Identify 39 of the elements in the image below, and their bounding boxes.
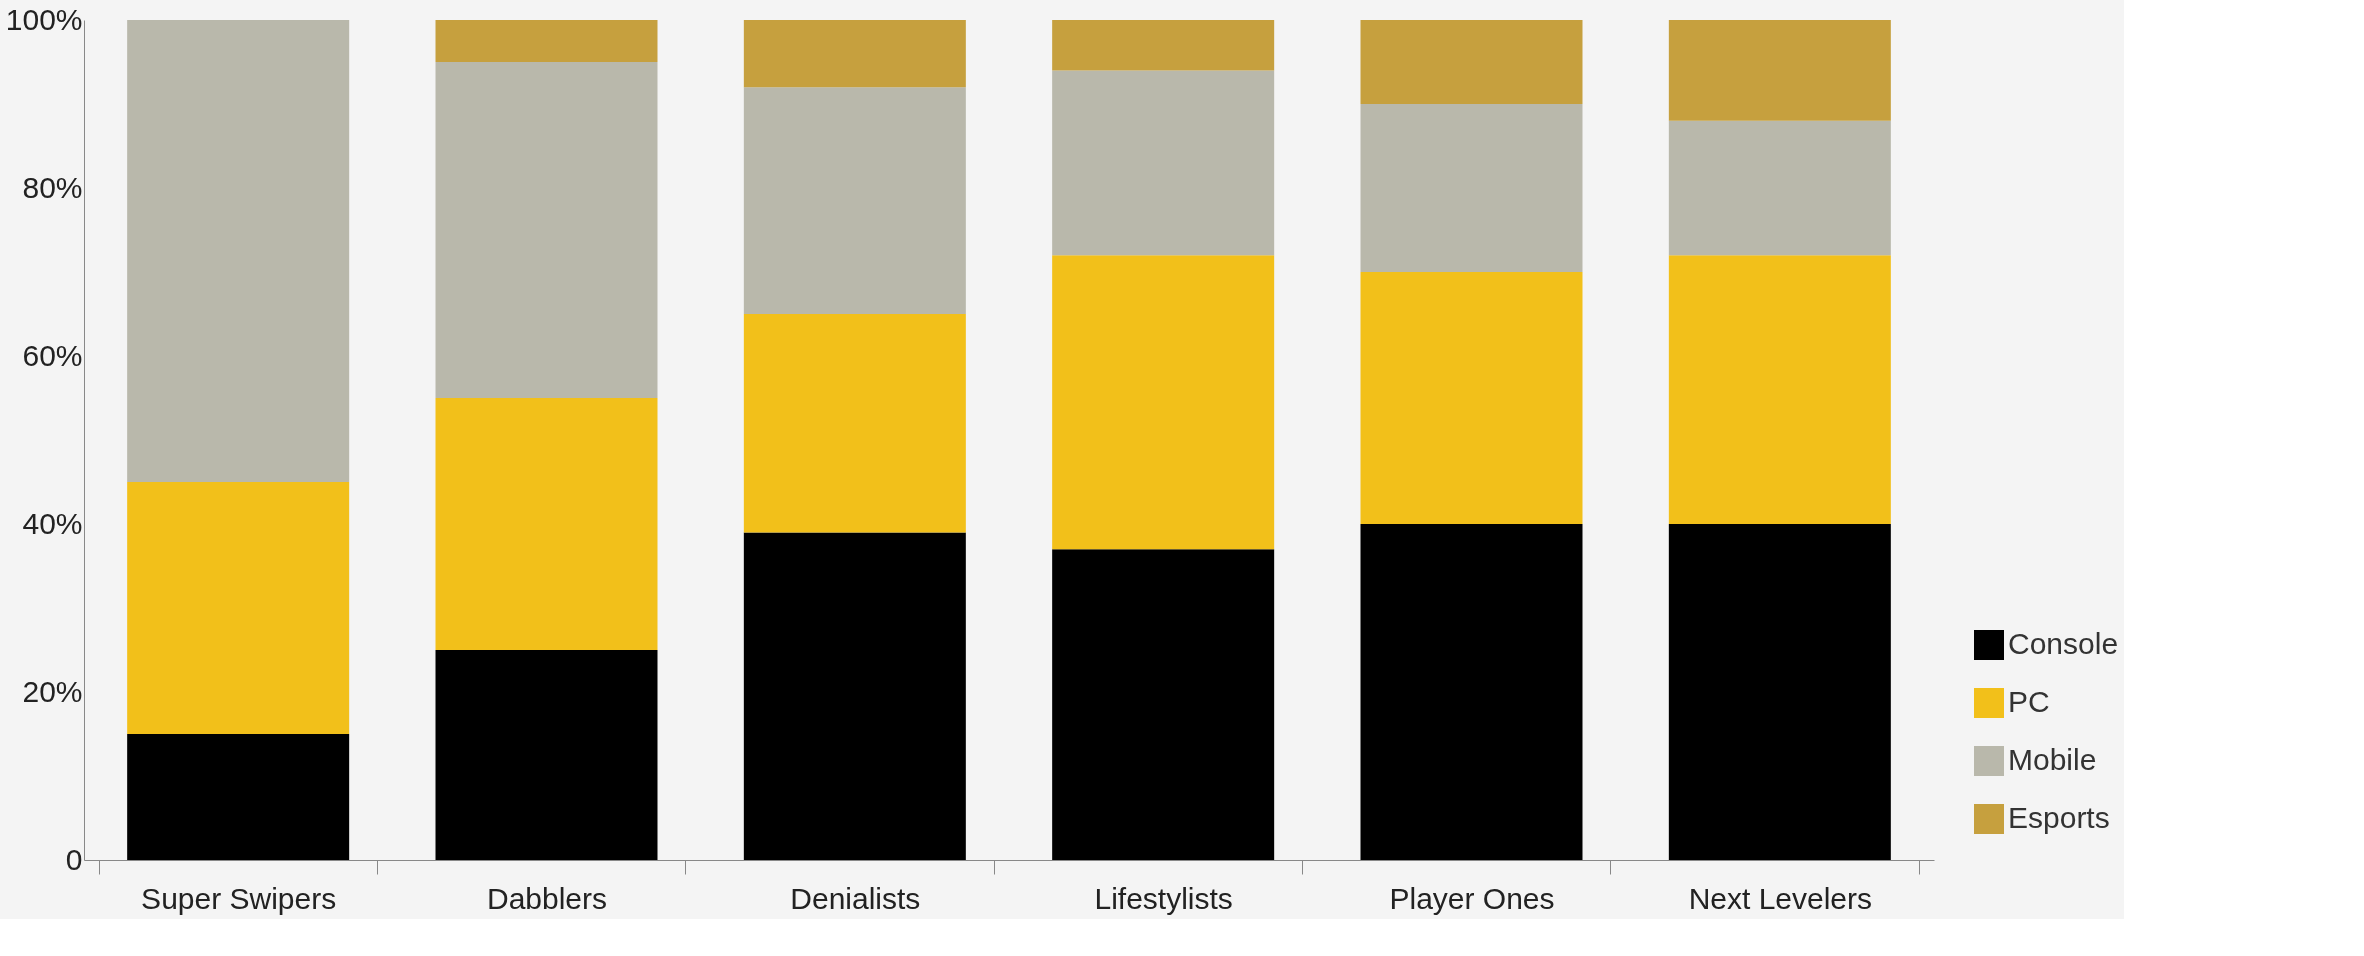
x-tick-label: Next Levelers bbox=[1688, 881, 1873, 915]
bar bbox=[1668, 20, 1891, 121]
bar bbox=[743, 87, 966, 314]
x-tick-label: Lifestylists bbox=[1094, 881, 1233, 915]
bar bbox=[1668, 255, 1891, 524]
bar bbox=[1360, 272, 1583, 524]
bar bbox=[1668, 120, 1891, 256]
legend-label: PC bbox=[2008, 685, 2050, 718]
bar bbox=[435, 62, 658, 398]
bar bbox=[1360, 104, 1583, 272]
legend-label: Console bbox=[2008, 627, 2119, 660]
y-tick-label: 40% bbox=[22, 506, 83, 540]
x-tick-label: Denialists bbox=[790, 881, 921, 915]
bar bbox=[1360, 20, 1583, 104]
x-tick-label: Player Ones bbox=[1389, 881, 1555, 915]
bar bbox=[1360, 524, 1583, 860]
bar bbox=[127, 482, 350, 734]
bar bbox=[743, 314, 966, 533]
bar bbox=[1052, 549, 1275, 860]
bar bbox=[1052, 70, 1275, 256]
bar bbox=[743, 20, 966, 88]
bar bbox=[1052, 255, 1275, 550]
bar bbox=[435, 398, 658, 650]
x-tick-label: Dabblers bbox=[486, 881, 608, 915]
y-tick-label: 0 bbox=[65, 842, 83, 876]
bar bbox=[1052, 20, 1275, 71]
y-tick-label: 100% bbox=[5, 2, 83, 36]
legend-label: Mobile bbox=[2008, 743, 2097, 776]
bar bbox=[743, 532, 966, 860]
x-tick-label: Super Swipers bbox=[141, 881, 337, 915]
bar bbox=[435, 20, 658, 62]
y-tick-label: 60% bbox=[22, 338, 83, 372]
y-tick-label: 80% bbox=[22, 170, 83, 204]
bar bbox=[127, 734, 350, 860]
bar bbox=[435, 650, 658, 860]
legend-label: Esports bbox=[2008, 801, 2110, 834]
bar bbox=[127, 20, 350, 482]
y-tick-label: 20% bbox=[22, 674, 83, 708]
bar bbox=[1668, 524, 1891, 860]
